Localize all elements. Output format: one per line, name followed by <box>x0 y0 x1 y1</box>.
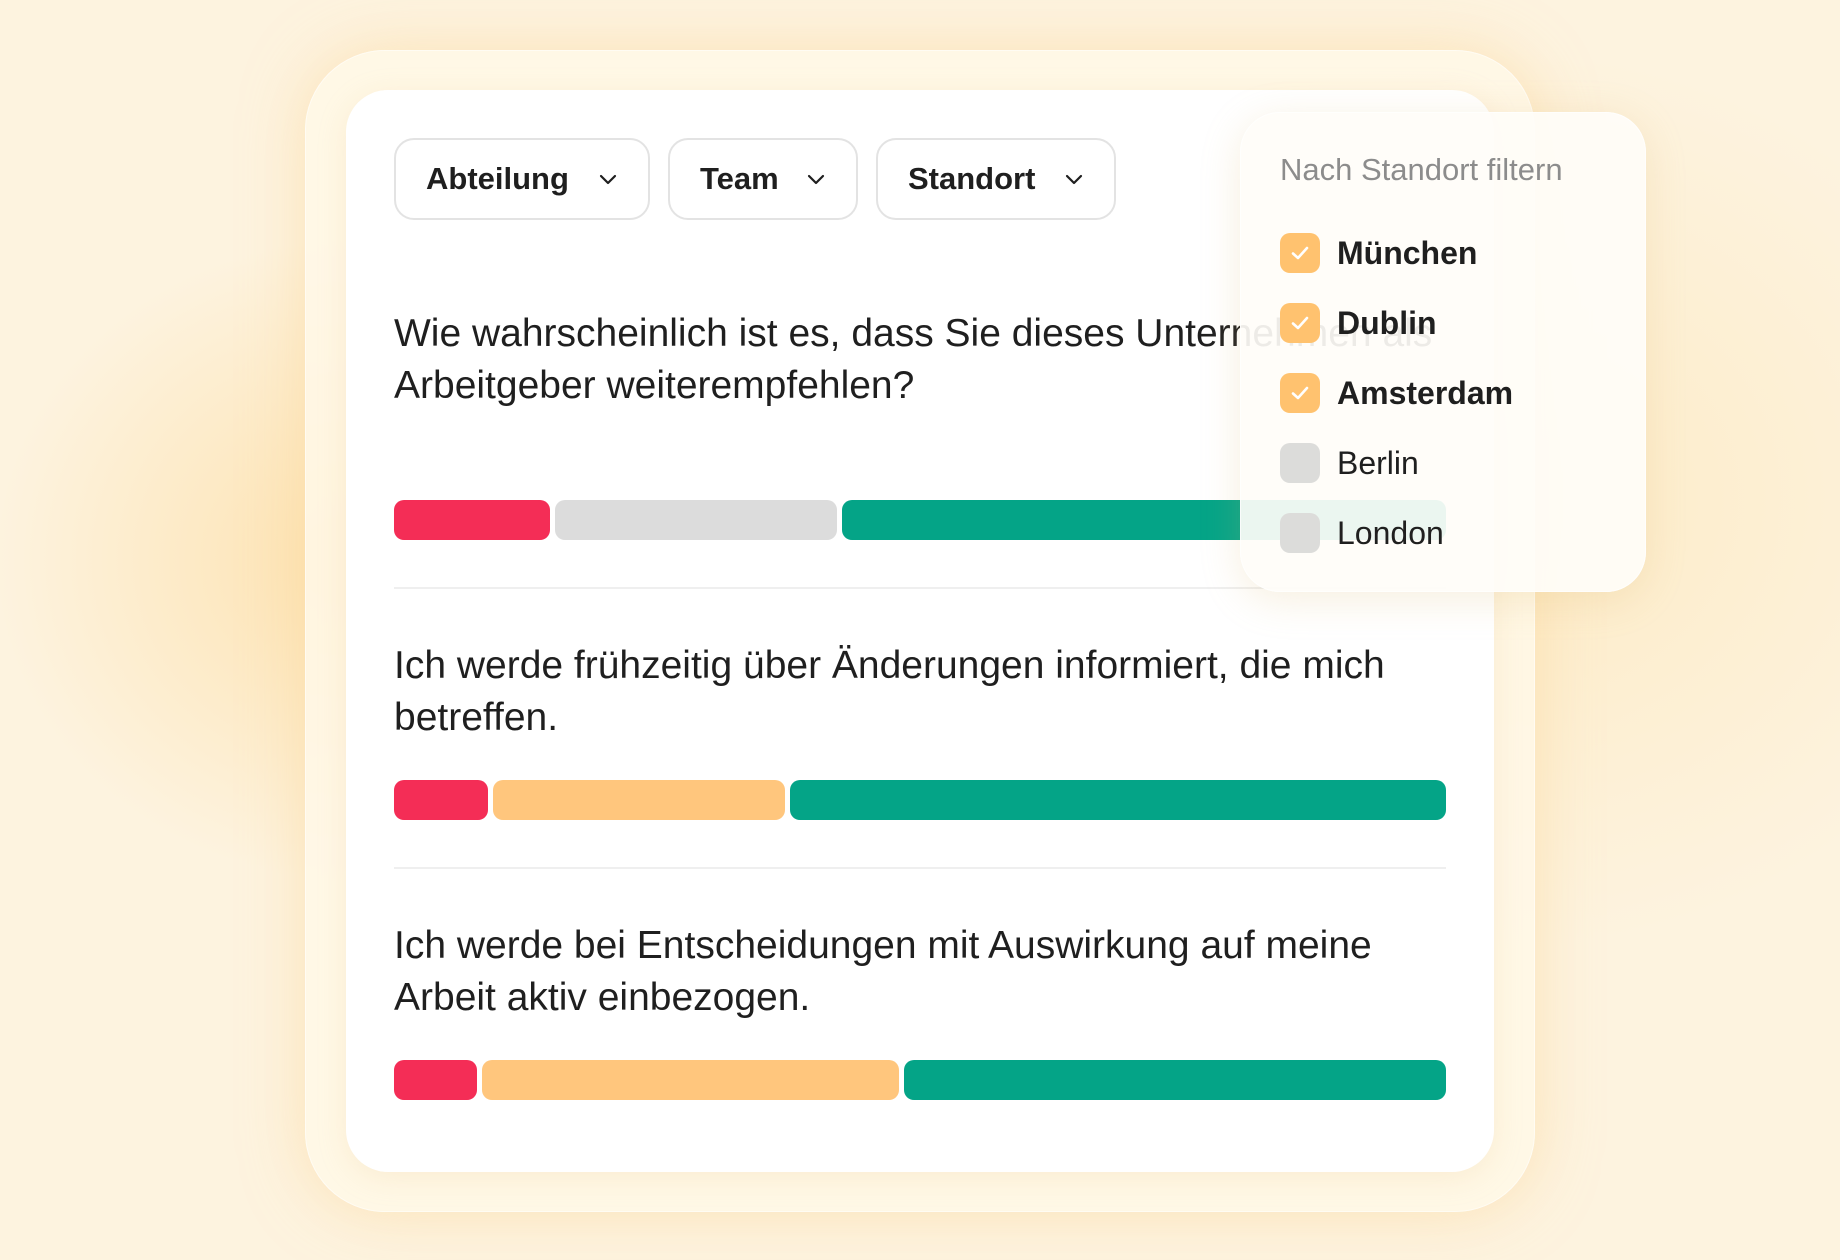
location-option-muenchen[interactable]: München <box>1280 218 1606 288</box>
positive-segment <box>789 780 1446 820</box>
neutral-segment <box>482 1060 900 1100</box>
checkbox[interactable] <box>1280 233 1320 273</box>
filter-bar: Abteilung Team Standort <box>394 138 1116 220</box>
negative-segment <box>394 1060 478 1100</box>
location-option-berlin[interactable]: Berlin <box>1280 428 1606 498</box>
chevron-down-icon <box>1064 169 1084 189</box>
neutral-segment <box>492 780 785 820</box>
location-option-london[interactable]: London <box>1280 498 1606 568</box>
checkbox[interactable] <box>1280 303 1320 343</box>
standort-filter-button[interactable]: Standort <box>876 138 1116 220</box>
checkmark-icon <box>1291 246 1309 260</box>
neutral-segment <box>555 500 837 540</box>
location-option-amsterdam[interactable]: Amsterdam <box>1280 358 1606 428</box>
location-option-label: München <box>1337 234 1478 271</box>
location-option-label: Dublin <box>1337 304 1437 341</box>
standort-filter-label: Standort <box>908 161 1036 196</box>
location-option-label: Berlin <box>1337 444 1419 481</box>
location-filter-dropdown: Nach Standort filtern München Dublin Amste… <box>1240 112 1646 592</box>
abteilung-filter-label: Abteilung <box>426 161 569 196</box>
question-2-text: Ich werde frühzeitig über Änderungen inf… <box>394 644 1385 739</box>
chevron-down-icon <box>598 169 618 189</box>
location-option-label: London <box>1337 514 1444 551</box>
location-filter-title: Nach Standort filtern <box>1280 152 1563 187</box>
checkbox[interactable] <box>1280 373 1320 413</box>
abteilung-filter-button[interactable]: Abteilung <box>394 138 650 220</box>
question-3-text: Ich werde bei Entscheidungen mit Auswirk… <box>394 924 1372 1019</box>
chevron-down-icon <box>806 169 826 189</box>
positive-segment <box>904 1060 1446 1100</box>
location-option-dublin[interactable]: Dublin <box>1280 288 1606 358</box>
checkbox[interactable] <box>1280 513 1320 553</box>
question-2-response-bar <box>394 780 1446 820</box>
negative-segment <box>394 780 488 820</box>
checkmark-icon <box>1291 316 1309 330</box>
divider <box>394 587 1446 589</box>
checkmark-icon <box>1291 386 1309 400</box>
divider <box>394 867 1446 869</box>
checkbox[interactable] <box>1280 443 1320 483</box>
team-filter-button[interactable]: Team <box>668 138 858 220</box>
team-filter-label: Team <box>700 161 779 196</box>
question-3-response-bar <box>394 1060 1446 1100</box>
negative-segment <box>394 500 551 540</box>
location-option-label: Amsterdam <box>1337 374 1514 411</box>
location-option-list: München Dublin Amsterdam Berlin London <box>1280 218 1606 568</box>
